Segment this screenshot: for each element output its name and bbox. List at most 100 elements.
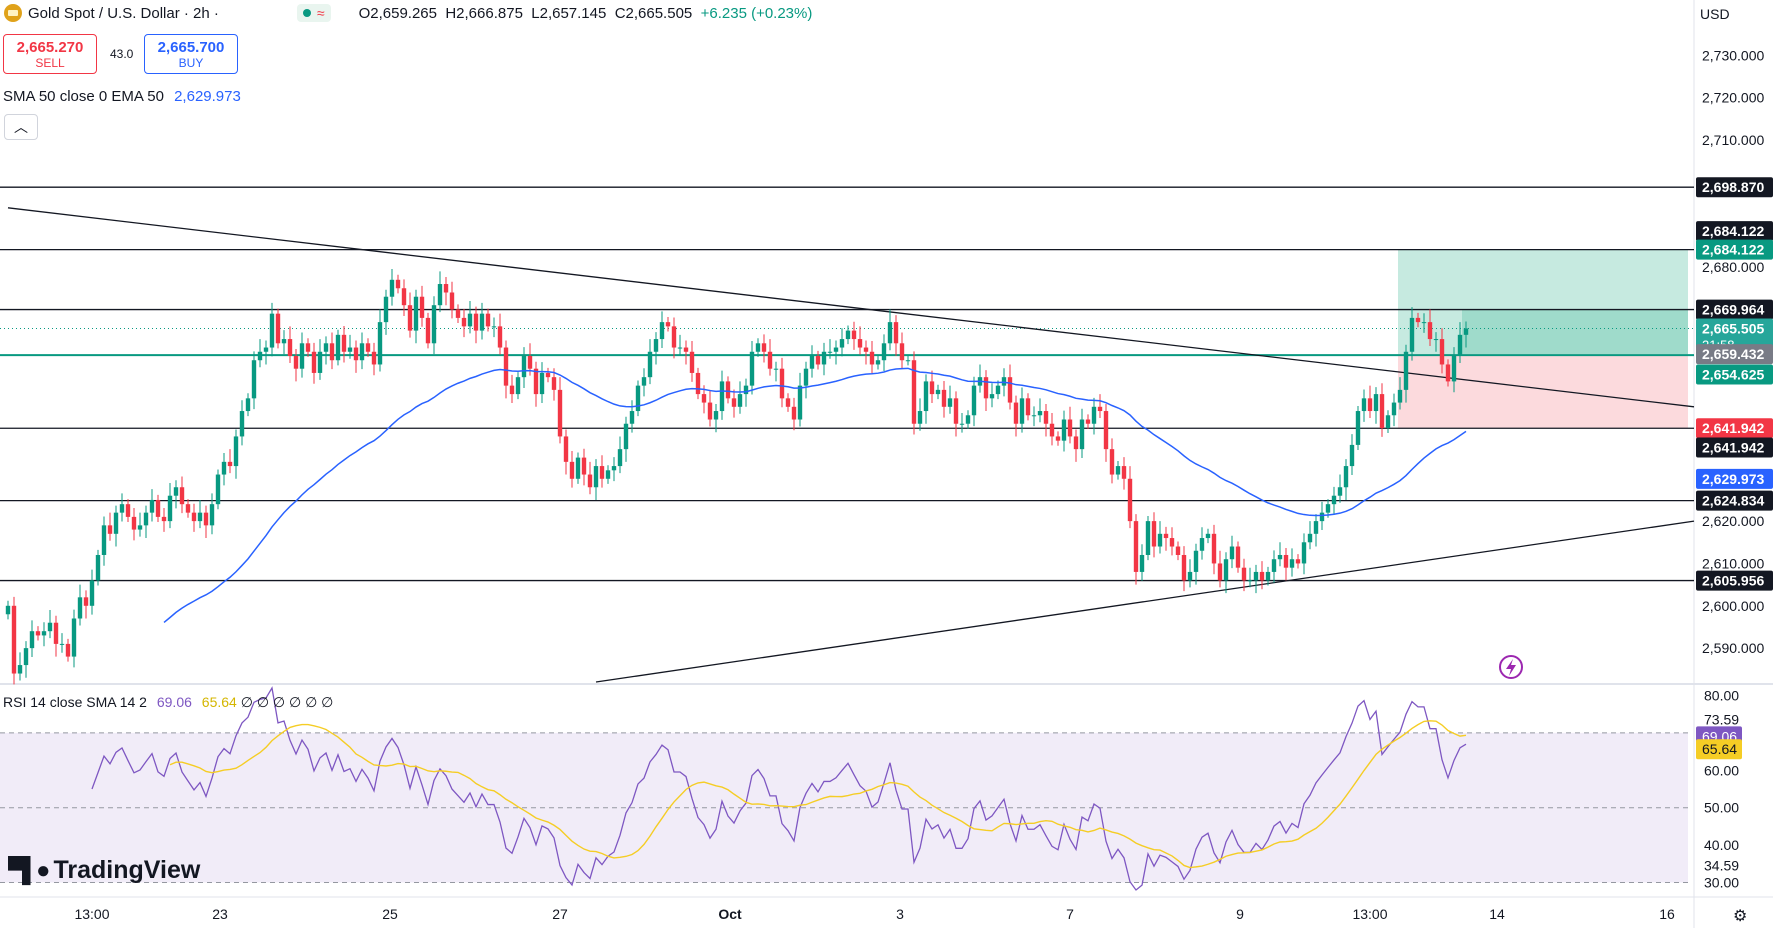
tradingview-logo[interactable]: ▀▌● TradingView	[8, 856, 200, 885]
candle-body	[35, 631, 41, 636]
candle-body	[1049, 423, 1055, 437]
candle-body	[701, 394, 707, 403]
candle-body	[929, 381, 935, 395]
candle-body	[299, 343, 305, 369]
candle-body	[1139, 554, 1145, 572]
candle-body	[281, 339, 287, 344]
candle-body	[497, 326, 503, 348]
candle-body	[617, 449, 623, 467]
candle-body	[143, 512, 149, 526]
candle-body	[659, 322, 665, 340]
candle-body	[611, 466, 617, 471]
candle-body	[1199, 538, 1205, 551]
candle-body	[11, 605, 17, 674]
candle-body	[323, 343, 329, 352]
candle-body	[1091, 406, 1097, 424]
collapse-legend-button[interactable]: ︿	[4, 114, 38, 140]
candle-body	[1289, 559, 1295, 568]
candle-body	[677, 347, 683, 349]
candle-body	[89, 580, 95, 606]
candle-body	[1313, 521, 1319, 534]
candle-body	[179, 487, 185, 505]
buy-button[interactable]: 2,665.700 BUY	[144, 34, 238, 74]
candle-body	[965, 415, 971, 424]
candle-body	[599, 466, 605, 479]
price-tag-label: 2,684.122	[1702, 242, 1764, 258]
candle-body	[1457, 334, 1463, 356]
candle-body	[203, 512, 209, 526]
candle-body	[335, 334, 341, 361]
symbol-title[interactable]: Gold Spot / U.S. Dollar · 2h ·	[28, 4, 219, 22]
price-tick-label: 2,720.000	[1702, 90, 1764, 106]
sma-value: 2,629.973	[174, 88, 241, 105]
candle-body	[1361, 398, 1367, 412]
sell-button[interactable]: 2,665.270 SELL	[3, 34, 97, 74]
candle-body	[1061, 419, 1067, 441]
candle-body	[473, 313, 479, 331]
rsi-legend[interactable]: RSI 14 close SMA 14 2 69.06 65.64 ∅ ∅ ∅ …	[3, 694, 333, 711]
candle-body	[1067, 419, 1073, 437]
sma-legend[interactable]: SMA 50 close 0 EMA 50 2,629.973	[3, 88, 241, 105]
candle-body	[161, 516, 167, 522]
rsi-tick-label: 80.00	[1704, 687, 1739, 703]
candle-body	[665, 322, 671, 327]
settings-gear-icon[interactable]: ⚙	[1733, 908, 1748, 925]
candle-body	[1397, 389, 1403, 403]
candle-body	[1103, 411, 1109, 450]
candle-body	[1085, 419, 1091, 424]
buy-price: 2,665.700	[157, 39, 225, 56]
candle-body	[1025, 398, 1031, 416]
candle-body	[155, 499, 161, 517]
candle-body	[893, 322, 899, 344]
candle-body	[839, 339, 845, 348]
candle-body	[317, 351, 323, 373]
candle-body	[1073, 436, 1079, 450]
candle-body	[707, 402, 713, 420]
price-tag	[1696, 299, 1773, 320]
candle-body	[311, 351, 317, 373]
rsi-tag-label: 65.64	[1702, 741, 1737, 757]
currency-selector[interactable]: USD	[1700, 6, 1730, 22]
candle-body	[851, 330, 857, 340]
candle-body	[1211, 533, 1217, 564]
candle-body	[587, 474, 593, 488]
candle-body	[521, 356, 527, 378]
candle-body	[1265, 571, 1271, 581]
candle-body	[1409, 317, 1415, 352]
candle-body	[191, 512, 197, 522]
brand-name: TradingView	[53, 856, 201, 884]
market-status-pill[interactable]: ≈	[296, 4, 331, 22]
candle-body	[1169, 538, 1175, 547]
candle-body	[653, 339, 659, 352]
candle-body	[971, 385, 977, 416]
candle-body	[377, 322, 383, 365]
candle-body	[227, 461, 233, 467]
candle-body	[107, 525, 113, 534]
candle-body	[461, 317, 467, 327]
time-tick-label: 7	[1066, 906, 1074, 922]
candle-body	[95, 554, 101, 581]
candle-body	[47, 622, 53, 632]
candle-body	[1295, 559, 1301, 564]
candle-body	[59, 643, 65, 645]
candle-body	[245, 398, 251, 412]
candle-body	[83, 597, 89, 606]
candle-body	[533, 368, 539, 395]
rsi-value: 69.06	[156, 694, 192, 710]
price-tag-label: 2,641.942	[1702, 420, 1764, 436]
time-tick-label: 27	[552, 906, 568, 922]
price-tag-label: 2,629.973	[1702, 471, 1764, 487]
candle-body	[413, 296, 419, 331]
candle-body	[449, 292, 455, 310]
symbol-header[interactable]: Gold Spot / U.S. Dollar · 2h · ≈ O2,659.…	[0, 4, 812, 22]
candle-body	[809, 356, 815, 369]
candle-body	[641, 377, 647, 386]
candle-body	[1163, 533, 1169, 539]
price-tag-label: 2,698.870	[1702, 179, 1764, 195]
candle-body	[821, 351, 827, 365]
candle-body	[1187, 571, 1193, 581]
candle-body	[1253, 571, 1259, 581]
candle-body	[113, 512, 119, 534]
price-tick-label: 2,710.000	[1702, 132, 1764, 148]
